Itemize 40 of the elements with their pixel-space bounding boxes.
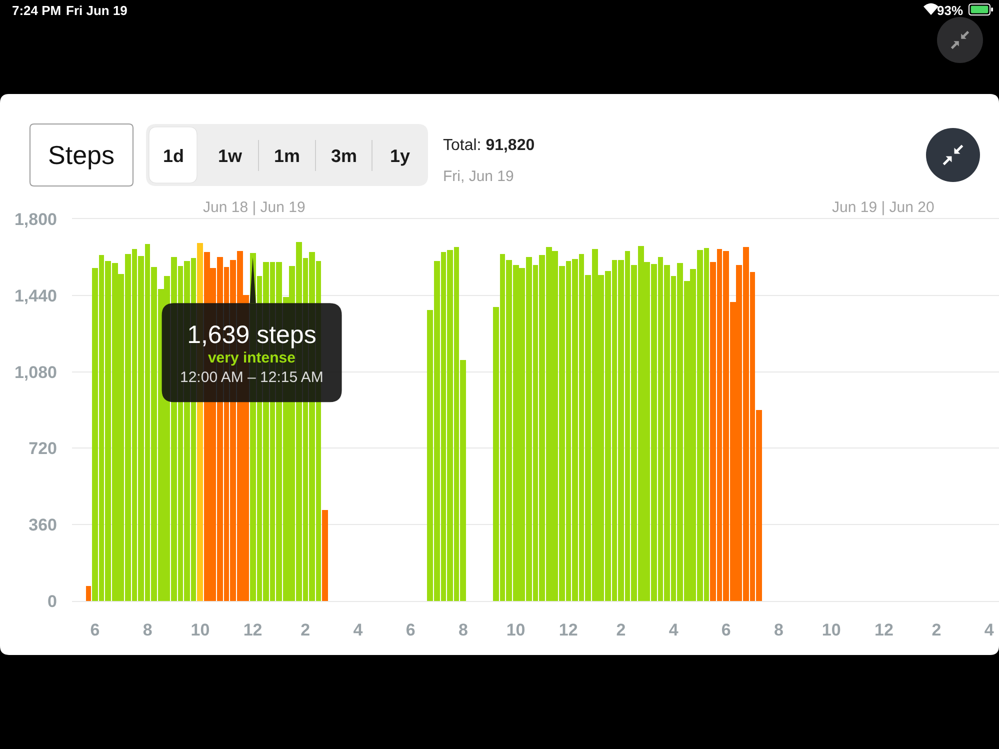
bar <box>86 586 91 601</box>
x-tick-label: 8 <box>774 620 784 640</box>
text: 1y <box>390 146 410 166</box>
x-tick-label: 12 <box>243 620 262 640</box>
text: Jun 18 | Jun 19 <box>203 199 306 216</box>
text: 1w <box>218 146 244 166</box>
x-tick-label: 10 <box>506 620 526 640</box>
x-tick-label: 8 <box>458 620 468 640</box>
text: 7:24 PM <box>12 3 62 18</box>
text: 1d <box>163 146 184 166</box>
x-tick-label: 2 <box>300 620 310 640</box>
annotation: 1,639 steps very intense 12:00 AM – 12:15 AM <box>180 321 324 386</box>
x-tick-label: 2 <box>616 620 626 640</box>
x-tick-label: 8 <box>142 620 152 640</box>
y-tick-label: 0 <box>48 592 57 611</box>
text: Fri, Jun 19 <box>443 168 514 185</box>
text: 3m <box>331 146 358 166</box>
bar <box>322 510 328 601</box>
text: 1m <box>274 146 300 166</box>
x-tick-label: 4 <box>668 620 679 640</box>
y-tick-label: 1,080 <box>14 362 57 382</box>
chart-subtitle: Total: 91,820 <box>443 137 535 154</box>
text: Jun 19 | Jun 20 <box>832 199 934 216</box>
x-tick-label: 2 <box>932 620 942 640</box>
x-tick-label: 12 <box>558 620 578 640</box>
x-tick-label: 12 <box>874 620 894 640</box>
x-tick-label: 10 <box>190 620 210 640</box>
x-tick-label: 10 <box>822 620 841 640</box>
text: 93% <box>937 3 964 18</box>
x-tick-label: 6 <box>721 620 731 640</box>
text: Fri Jun 19 <box>66 3 128 18</box>
x-tick-label: 6 <box>406 620 416 640</box>
x-tick-label: 4 <box>353 620 364 640</box>
y-tick-label: 360 <box>28 516 57 535</box>
y-tick-label: 1,440 <box>14 286 57 306</box>
x-tick-label: 4 <box>984 620 994 640</box>
y-tick-label: 720 <box>28 439 57 458</box>
chart-title: Steps <box>48 140 114 170</box>
y-tick-label: 1,800 <box>14 210 57 229</box>
x-tick-label: 6 <box>90 620 100 640</box>
